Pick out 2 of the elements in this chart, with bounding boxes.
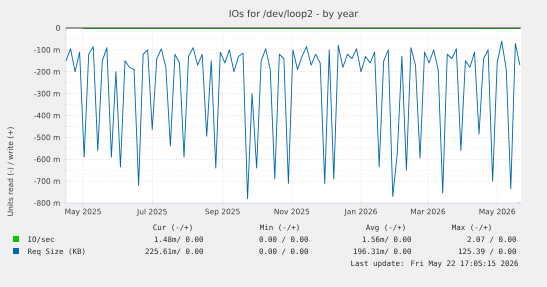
chart-title: IOs for /dev/loop2 - by year xyxy=(230,10,358,19)
line-series xyxy=(66,40,520,200)
